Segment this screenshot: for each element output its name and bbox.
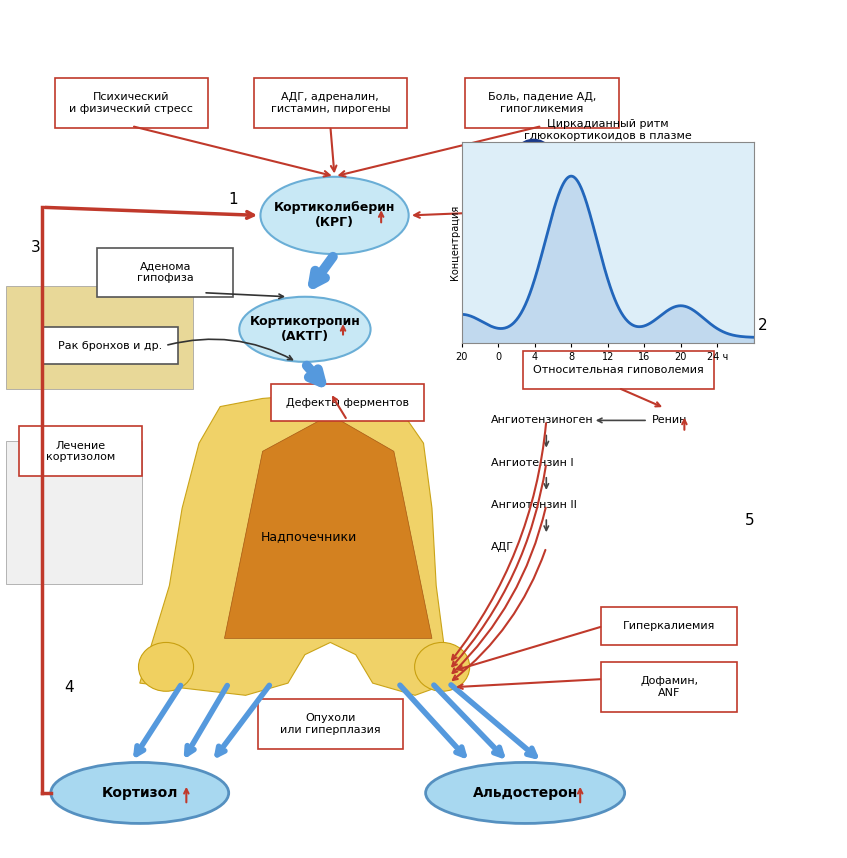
Text: +: + bbox=[527, 161, 540, 178]
Text: Дефекты ферментов: Дефекты ферментов bbox=[285, 397, 409, 408]
Title: Циркадианный ритм
глюкокортикоидов в плазме: Циркадианный ритм глюкокортикоидов в пла… bbox=[523, 119, 692, 141]
Text: Психический
и физический стресс: Психический и физический стресс bbox=[69, 93, 193, 114]
Text: 4: 4 bbox=[64, 680, 75, 695]
Polygon shape bbox=[224, 414, 432, 638]
FancyBboxPatch shape bbox=[254, 78, 407, 128]
FancyBboxPatch shape bbox=[601, 607, 737, 645]
Polygon shape bbox=[140, 390, 449, 695]
Text: Причины избытка кортизола и альдостерона: Причины избытка кортизола и альдостерона bbox=[149, 12, 698, 33]
FancyBboxPatch shape bbox=[54, 78, 208, 128]
FancyBboxPatch shape bbox=[466, 78, 618, 128]
Text: Альдостерон: Альдостерон bbox=[473, 786, 578, 800]
Text: Опухоли
или гиперплазия: Опухоли или гиперплазия bbox=[280, 713, 380, 734]
Text: Надпочечники: Надпочечники bbox=[261, 530, 357, 543]
Text: Морфин: Морфин bbox=[610, 201, 663, 214]
Text: АДГ: АДГ bbox=[491, 542, 514, 553]
FancyBboxPatch shape bbox=[523, 351, 714, 389]
FancyBboxPatch shape bbox=[19, 426, 142, 476]
Ellipse shape bbox=[415, 643, 469, 692]
Text: 5: 5 bbox=[745, 513, 755, 528]
Y-axis label: Концентрация: Концентрация bbox=[451, 205, 460, 280]
Text: Meduniver.com: Meduniver.com bbox=[546, 148, 659, 161]
Text: Кортиколиберин
(КРГ): Кортиколиберин (КРГ) bbox=[274, 202, 396, 229]
Text: Аденома
гипофиза: Аденома гипофиза bbox=[136, 262, 194, 283]
Text: Рак бронхов и др.: Рак бронхов и др. bbox=[58, 341, 163, 351]
FancyBboxPatch shape bbox=[271, 384, 424, 421]
Text: Лечение
кортизолом: Лечение кортизолом bbox=[46, 440, 115, 462]
Text: 1: 1 bbox=[228, 191, 238, 207]
FancyBboxPatch shape bbox=[601, 662, 737, 712]
FancyBboxPatch shape bbox=[6, 441, 142, 584]
Ellipse shape bbox=[261, 177, 409, 254]
Text: Относительная гиповолемия: Относительная гиповолемия bbox=[533, 365, 704, 375]
Text: Боль, падение АД,
гипогликемия: Боль, падение АД, гипогликемия bbox=[488, 93, 596, 114]
Text: АДГ, адреналин,
гистамин, пирогены: АДГ, адреналин, гистамин, пирогены bbox=[270, 93, 390, 114]
FancyBboxPatch shape bbox=[97, 248, 234, 297]
Text: Дофамин,
ANF: Дофамин, ANF bbox=[640, 676, 698, 698]
Text: 2: 2 bbox=[757, 317, 767, 333]
Text: Кортизол: Кортизол bbox=[102, 786, 178, 800]
Text: Ангиотензин I: Ангиотензин I bbox=[491, 457, 574, 468]
Text: Ренин: Ренин bbox=[652, 415, 688, 426]
Ellipse shape bbox=[509, 139, 558, 201]
Text: Ангиотензиноген: Ангиотензиноген bbox=[491, 415, 594, 426]
Ellipse shape bbox=[139, 643, 194, 692]
Ellipse shape bbox=[239, 297, 371, 362]
Text: Ангиотензин II: Ангиотензин II bbox=[491, 500, 577, 510]
Ellipse shape bbox=[426, 763, 625, 824]
FancyBboxPatch shape bbox=[6, 287, 193, 389]
FancyBboxPatch shape bbox=[42, 327, 179, 365]
Text: Телемедицина: Телемедицина bbox=[546, 178, 660, 192]
Text: Кортикотропин
(АКТГ): Кортикотропин (АКТГ) bbox=[250, 315, 360, 343]
Text: Гиперкалиемия: Гиперкалиемия bbox=[623, 621, 716, 631]
Ellipse shape bbox=[51, 763, 229, 824]
Text: 3: 3 bbox=[30, 240, 41, 256]
FancyBboxPatch shape bbox=[258, 699, 403, 748]
